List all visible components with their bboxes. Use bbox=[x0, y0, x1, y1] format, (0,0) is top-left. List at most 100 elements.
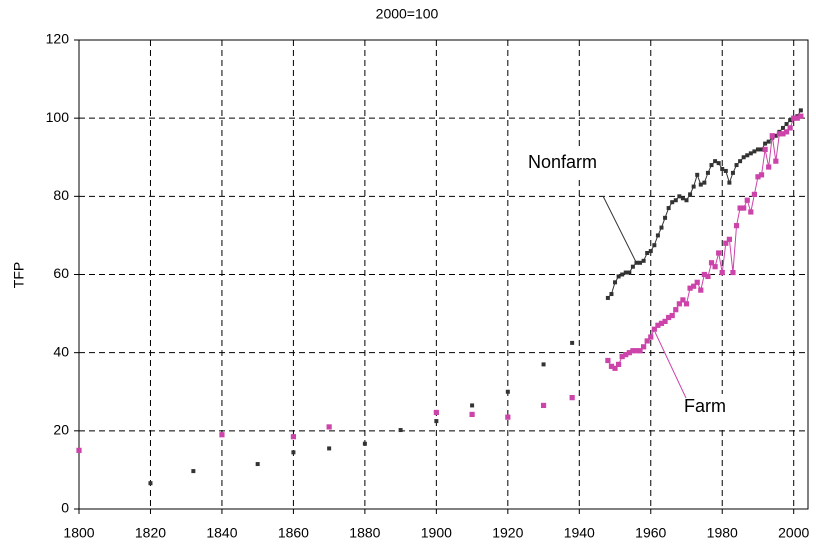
data-point bbox=[620, 272, 625, 277]
data-point bbox=[645, 251, 650, 256]
data-point bbox=[726, 236, 732, 242]
data-point bbox=[219, 432, 225, 438]
data-point bbox=[712, 264, 718, 270]
data-point bbox=[763, 141, 768, 146]
data-point bbox=[666, 314, 672, 321]
data-point bbox=[695, 172, 700, 177]
data-point bbox=[612, 365, 618, 371]
data-point bbox=[748, 209, 754, 215]
data-point bbox=[788, 118, 793, 123]
data-point bbox=[666, 206, 671, 211]
data-point bbox=[780, 131, 786, 137]
data-point bbox=[648, 334, 654, 340]
data-point bbox=[148, 481, 153, 486]
data-point bbox=[362, 441, 367, 446]
data-point bbox=[687, 285, 693, 291]
data-point bbox=[780, 125, 785, 130]
data-point bbox=[663, 215, 668, 220]
data-point bbox=[651, 326, 657, 332]
data-point bbox=[659, 225, 664, 230]
data-point bbox=[680, 196, 685, 201]
data-point bbox=[684, 198, 689, 203]
data-point bbox=[433, 409, 439, 416]
chart-title: 2000=100 bbox=[376, 6, 439, 22]
data-point bbox=[570, 340, 575, 345]
data-point bbox=[670, 200, 675, 205]
data-point bbox=[762, 146, 768, 153]
data-point bbox=[705, 170, 710, 175]
data-point bbox=[469, 411, 475, 418]
x-tick-label: 1960 bbox=[635, 525, 666, 541]
data-point bbox=[727, 180, 732, 185]
y-tick-label: 100 bbox=[46, 109, 70, 125]
data-point bbox=[773, 158, 779, 164]
data-point bbox=[541, 362, 546, 367]
data-point bbox=[290, 434, 297, 440]
data-point bbox=[608, 363, 615, 369]
data-point bbox=[784, 122, 789, 127]
x-tick-label: 1980 bbox=[707, 525, 738, 541]
data-point bbox=[769, 133, 775, 139]
data-point bbox=[741, 205, 747, 211]
data-point bbox=[648, 249, 653, 254]
data-point bbox=[794, 115, 800, 121]
data-point bbox=[434, 419, 439, 424]
data-point bbox=[759, 147, 764, 152]
data-point bbox=[652, 243, 657, 248]
y-tick-label: 20 bbox=[53, 422, 69, 438]
data-point bbox=[705, 273, 711, 280]
data-point bbox=[616, 274, 621, 279]
y-tick-label: 40 bbox=[53, 343, 69, 359]
data-point bbox=[630, 264, 635, 269]
x-tick-label: 1860 bbox=[278, 525, 309, 541]
data-point bbox=[787, 125, 793, 131]
data-point bbox=[630, 348, 636, 354]
data-point bbox=[191, 469, 196, 474]
data-point bbox=[719, 269, 725, 276]
x-tick-label: 1880 bbox=[349, 525, 380, 541]
data-point bbox=[605, 295, 610, 300]
y-tick-label: 0 bbox=[61, 500, 69, 516]
data-point bbox=[730, 269, 736, 276]
data-point bbox=[623, 270, 628, 275]
data-point bbox=[616, 361, 622, 367]
data-point bbox=[791, 115, 797, 121]
data-point bbox=[741, 155, 746, 160]
x-tick-label: 1940 bbox=[564, 525, 595, 541]
data-point bbox=[709, 163, 714, 168]
data-point bbox=[669, 312, 675, 319]
data-point bbox=[691, 283, 697, 289]
data-point bbox=[676, 301, 682, 307]
data-point bbox=[470, 403, 475, 408]
data-point bbox=[701, 271, 707, 278]
data-point bbox=[627, 270, 632, 275]
x-tick-label: 1840 bbox=[206, 525, 237, 541]
data-point bbox=[698, 182, 703, 187]
y-tick-label: 80 bbox=[53, 187, 69, 203]
data-point bbox=[758, 172, 765, 178]
data-point bbox=[76, 447, 82, 453]
x-tick-label: 1800 bbox=[63, 525, 94, 541]
leader-line bbox=[602, 195, 637, 263]
data-point bbox=[755, 174, 761, 180]
data-point bbox=[752, 149, 757, 154]
data-point bbox=[327, 446, 332, 451]
data-point bbox=[698, 287, 704, 293]
data-point bbox=[694, 279, 700, 285]
data-point bbox=[755, 147, 760, 152]
data-point bbox=[505, 389, 510, 394]
data-point bbox=[745, 153, 750, 158]
data-point bbox=[609, 292, 614, 297]
x-tick-label: 1900 bbox=[421, 525, 452, 541]
data-point bbox=[720, 166, 725, 171]
data-point bbox=[680, 297, 686, 303]
data-point bbox=[641, 344, 647, 350]
series-annotation: Nonfarm bbox=[528, 152, 597, 172]
data-point bbox=[702, 180, 707, 185]
data-point bbox=[540, 402, 547, 409]
data-point bbox=[655, 233, 660, 238]
label-bg bbox=[677, 394, 757, 430]
data-point bbox=[677, 194, 682, 199]
data-point bbox=[683, 301, 690, 307]
